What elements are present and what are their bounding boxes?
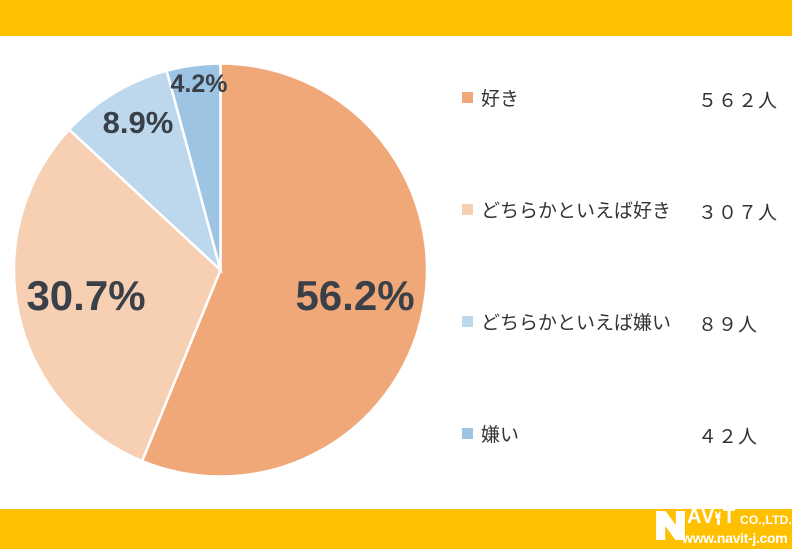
svg-text:4.2%: 4.2% — [171, 70, 228, 98]
svg-text:8.9%: 8.9% — [103, 105, 174, 140]
svg-text:30.7%: 30.7% — [26, 272, 145, 319]
svg-text:56.2%: 56.2% — [295, 272, 414, 319]
